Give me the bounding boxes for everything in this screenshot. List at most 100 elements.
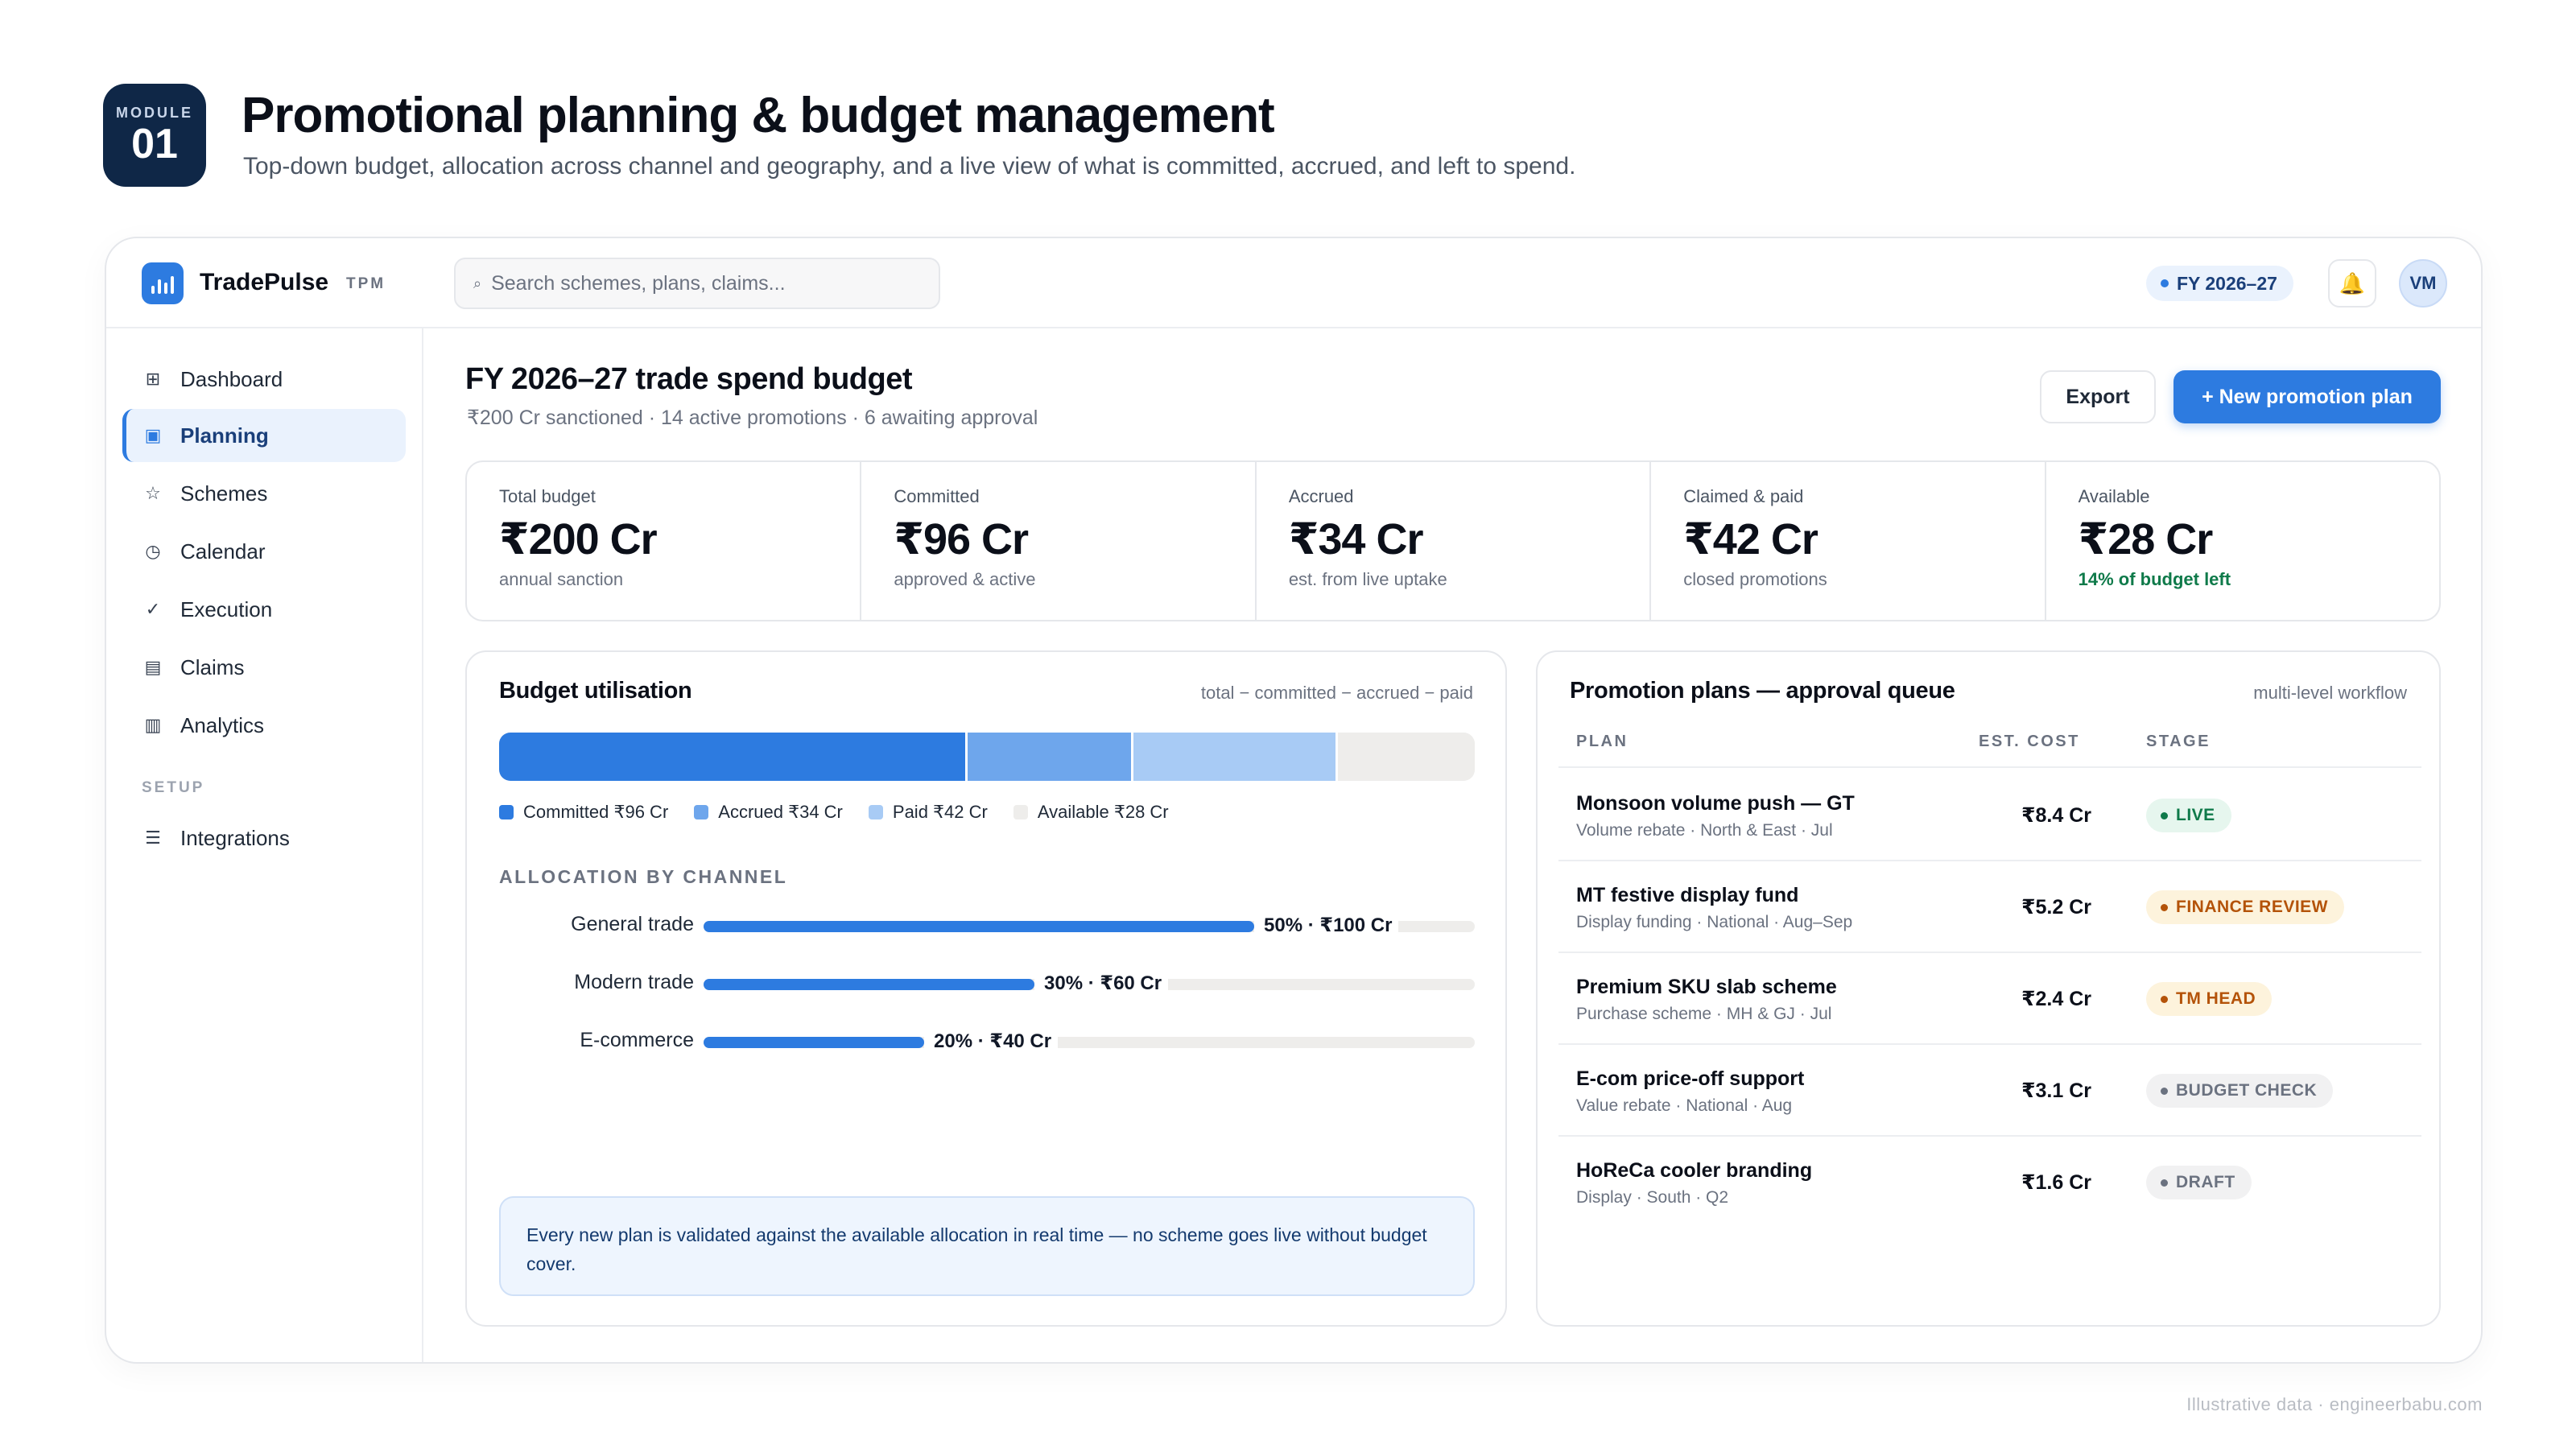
sidebar-item-label: Analytics — [180, 712, 265, 737]
allocation-heading: ALLOCATION BY CHANNEL — [499, 866, 788, 887]
sidebar-item-label: Planning — [180, 423, 269, 448]
sidebar-item-label: Dashboard — [180, 366, 283, 391]
page-subtitle: Top-down budget, allocation across chann… — [243, 153, 1576, 180]
legend-swatch-icon — [1013, 805, 1028, 819]
stage-label: DRAFT — [2176, 1173, 2235, 1191]
notifications-bell-icon[interactable]: 🔔 — [2328, 259, 2376, 308]
legend-swatch-icon — [694, 805, 709, 819]
plan-name: HoReCa cooler branding — [1576, 1159, 1813, 1182]
export-button[interactable]: Export — [2040, 370, 2156, 423]
check-icon: ✓ — [145, 599, 161, 619]
card-hint: multi-level workflow — [2253, 683, 2407, 703]
plan-cost: ₹5.2 Cr — [2021, 896, 2091, 919]
queue-table-header: PLAN EST. COST STAGE — [1558, 733, 2421, 768]
brand-name[interactable]: TradePulse — [200, 269, 329, 295]
plan-meta: Volume rebate · North & East · Jul — [1576, 821, 1833, 840]
legend-label: Committed ₹96 Cr — [523, 802, 669, 822]
plan-meta: Display · South · Q2 — [1576, 1188, 1729, 1207]
stage-badge: DRAFT — [2146, 1166, 2252, 1199]
list-icon: ☰ — [145, 828, 161, 848]
kpi-note: est. from live uptake — [1288, 569, 1447, 589]
allocation-row: E-commerce 20% · ₹40 Cr — [499, 1026, 1475, 1058]
plan-meta: Value rebate · National · Aug — [1576, 1096, 1793, 1115]
column-header-plan: PLAN — [1576, 733, 1629, 750]
kpi-total-budget: Total budget ₹200 Cr annual sanction — [467, 462, 862, 620]
allocation-channel-name: Modern trade — [574, 971, 694, 993]
legend-swatch-icon — [868, 805, 883, 819]
legend-item: Paid ₹42 Cr — [868, 802, 988, 823]
queue-row[interactable]: E-com price-off support Value rebate · Na… — [1558, 1045, 2421, 1137]
kpi-committed: Committed ₹96 Cr approved & active — [861, 462, 1257, 620]
kpi-note: annual sanction — [499, 569, 624, 589]
sidebar-item-claims[interactable]: ▤ Claims — [122, 641, 406, 694]
module-number: 01 — [131, 120, 178, 167]
card-title: Budget utilisation — [499, 678, 692, 704]
plan-name: Premium SKU slab scheme — [1576, 976, 1837, 998]
queue-row[interactable]: MT festive display fund Display funding ·… — [1558, 861, 2421, 953]
kpi-value: ₹42 Cr — [1683, 515, 1818, 564]
utilisation-segment-available — [1338, 733, 1475, 781]
budget-title: FY 2026–27 trade spend budget — [465, 362, 913, 396]
allocation-value: 50% · ₹100 Cr — [1254, 914, 1399, 937]
queue-row[interactable]: HoReCa cooler branding Display · South · … — [1558, 1137, 2421, 1228]
kpi-note: approved & active — [894, 569, 1036, 589]
fiscal-year-selector[interactable]: FY 2026–27 — [2146, 266, 2293, 301]
top-bar: TradePulse TPM ⌕ FY 2026–27 🔔 VM — [106, 238, 2481, 328]
sidebar-item-analytics[interactable]: ▥ Analytics — [122, 699, 406, 752]
module-badge: MODULE 01 — [103, 84, 206, 187]
queue-row[interactable]: Premium SKU slab scheme Purchase scheme ·… — [1558, 953, 2421, 1045]
module-label: MODULE — [116, 104, 193, 121]
sidebar-item-dashboard[interactable]: ⊞ Dashboard — [122, 353, 406, 406]
brand-tag: TPM — [346, 275, 386, 292]
document-icon: ▤ — [144, 657, 162, 677]
kpi-note: 14% of budget left — [2078, 569, 2231, 589]
stage-dot-icon — [2161, 1087, 2168, 1095]
avatar[interactable]: VM — [2399, 259, 2447, 308]
stage-badge: FINANCE REVIEW — [2146, 890, 2345, 924]
sidebar-item-schemes[interactable]: ☆ Schemes — [122, 467, 406, 520]
sidebar-item-planning[interactable]: ▣ Planning — [122, 409, 406, 462]
clock-icon: ◷ — [145, 541, 161, 561]
allocation-fill — [704, 921, 1254, 932]
search-box[interactable]: ⌕ — [454, 258, 940, 309]
utilisation-legend: Committed ₹96 Cr Accrued ₹34 Cr Paid ₹42 C… — [499, 802, 1169, 823]
sidebar: ⊞ Dashboard ▣ Planning ☆ Schemes ◷ Calen… — [106, 328, 423, 1362]
search-input[interactable] — [491, 271, 910, 295]
fiscal-year-label: FY 2026–27 — [2177, 272, 2277, 294]
validation-note: Every new plan is validated against the … — [499, 1196, 1475, 1296]
search-icon: ⌕ — [473, 275, 482, 291]
sidebar-item-calendar[interactable]: ◷ Calendar — [122, 525, 406, 578]
kpi-strip: Total budget ₹200 Cr annual sanction Com… — [465, 460, 2441, 621]
kpi-note: closed promotions — [1683, 569, 1827, 589]
brand-logo-icon[interactable] — [142, 262, 184, 304]
new-promotion-plan-button[interactable]: + New promotion plan — [2174, 370, 2441, 423]
stage-dot-icon — [2161, 811, 2168, 819]
legend-item: Available ₹28 Cr — [1013, 802, 1169, 823]
plan-meta: Display funding · National · Aug–Sep — [1576, 913, 1853, 931]
app-window: TradePulse TPM ⌕ FY 2026–27 🔔 VM ⊞ Dashb… — [105, 237, 2483, 1364]
plan-cost: ₹1.6 Cr — [2021, 1171, 2091, 1194]
stage-dot-icon — [2161, 995, 2168, 1003]
plan-cost: ₹2.4 Cr — [2021, 988, 2091, 1010]
kpi-label: Committed — [894, 486, 980, 506]
queue-row[interactable]: Monsoon volume push — GT Volume rebate · … — [1558, 770, 2421, 861]
utilisation-segment-committed — [499, 733, 968, 781]
budget-utilisation-card: Budget utilisation total − committed − a… — [465, 650, 1507, 1327]
kpi-available: Available ₹28 Cr 14% of budget left — [2046, 462, 2439, 620]
legend-item: Committed ₹96 Cr — [499, 802, 668, 823]
stage-badge: BUDGET CHECK — [2146, 1074, 2334, 1108]
sidebar-item-integrations[interactable]: ☰ Integrations — [122, 811, 406, 865]
card-hint: total − committed − accrued − paid — [1200, 683, 1473, 703]
kpi-value: ₹34 Cr — [1288, 515, 1424, 564]
kpi-label: Accrued — [1288, 486, 1354, 506]
kpi-label: Available — [2078, 486, 2150, 506]
kpi-label: Total budget — [499, 486, 596, 506]
allocation-track: 30% · ₹60 Cr — [704, 972, 1475, 995]
sidebar-item-label: Claims — [180, 654, 245, 679]
sidebar-item-execution[interactable]: ✓ Execution — [122, 583, 406, 636]
stage-dot-icon — [2161, 1179, 2168, 1187]
bar-chart-icon: ▥ — [144, 715, 162, 735]
plan-name: E-com price-off support — [1576, 1067, 1805, 1090]
grid-icon: ⊞ — [145, 369, 161, 389]
sidebar-item-label: Schemes — [180, 481, 268, 506]
